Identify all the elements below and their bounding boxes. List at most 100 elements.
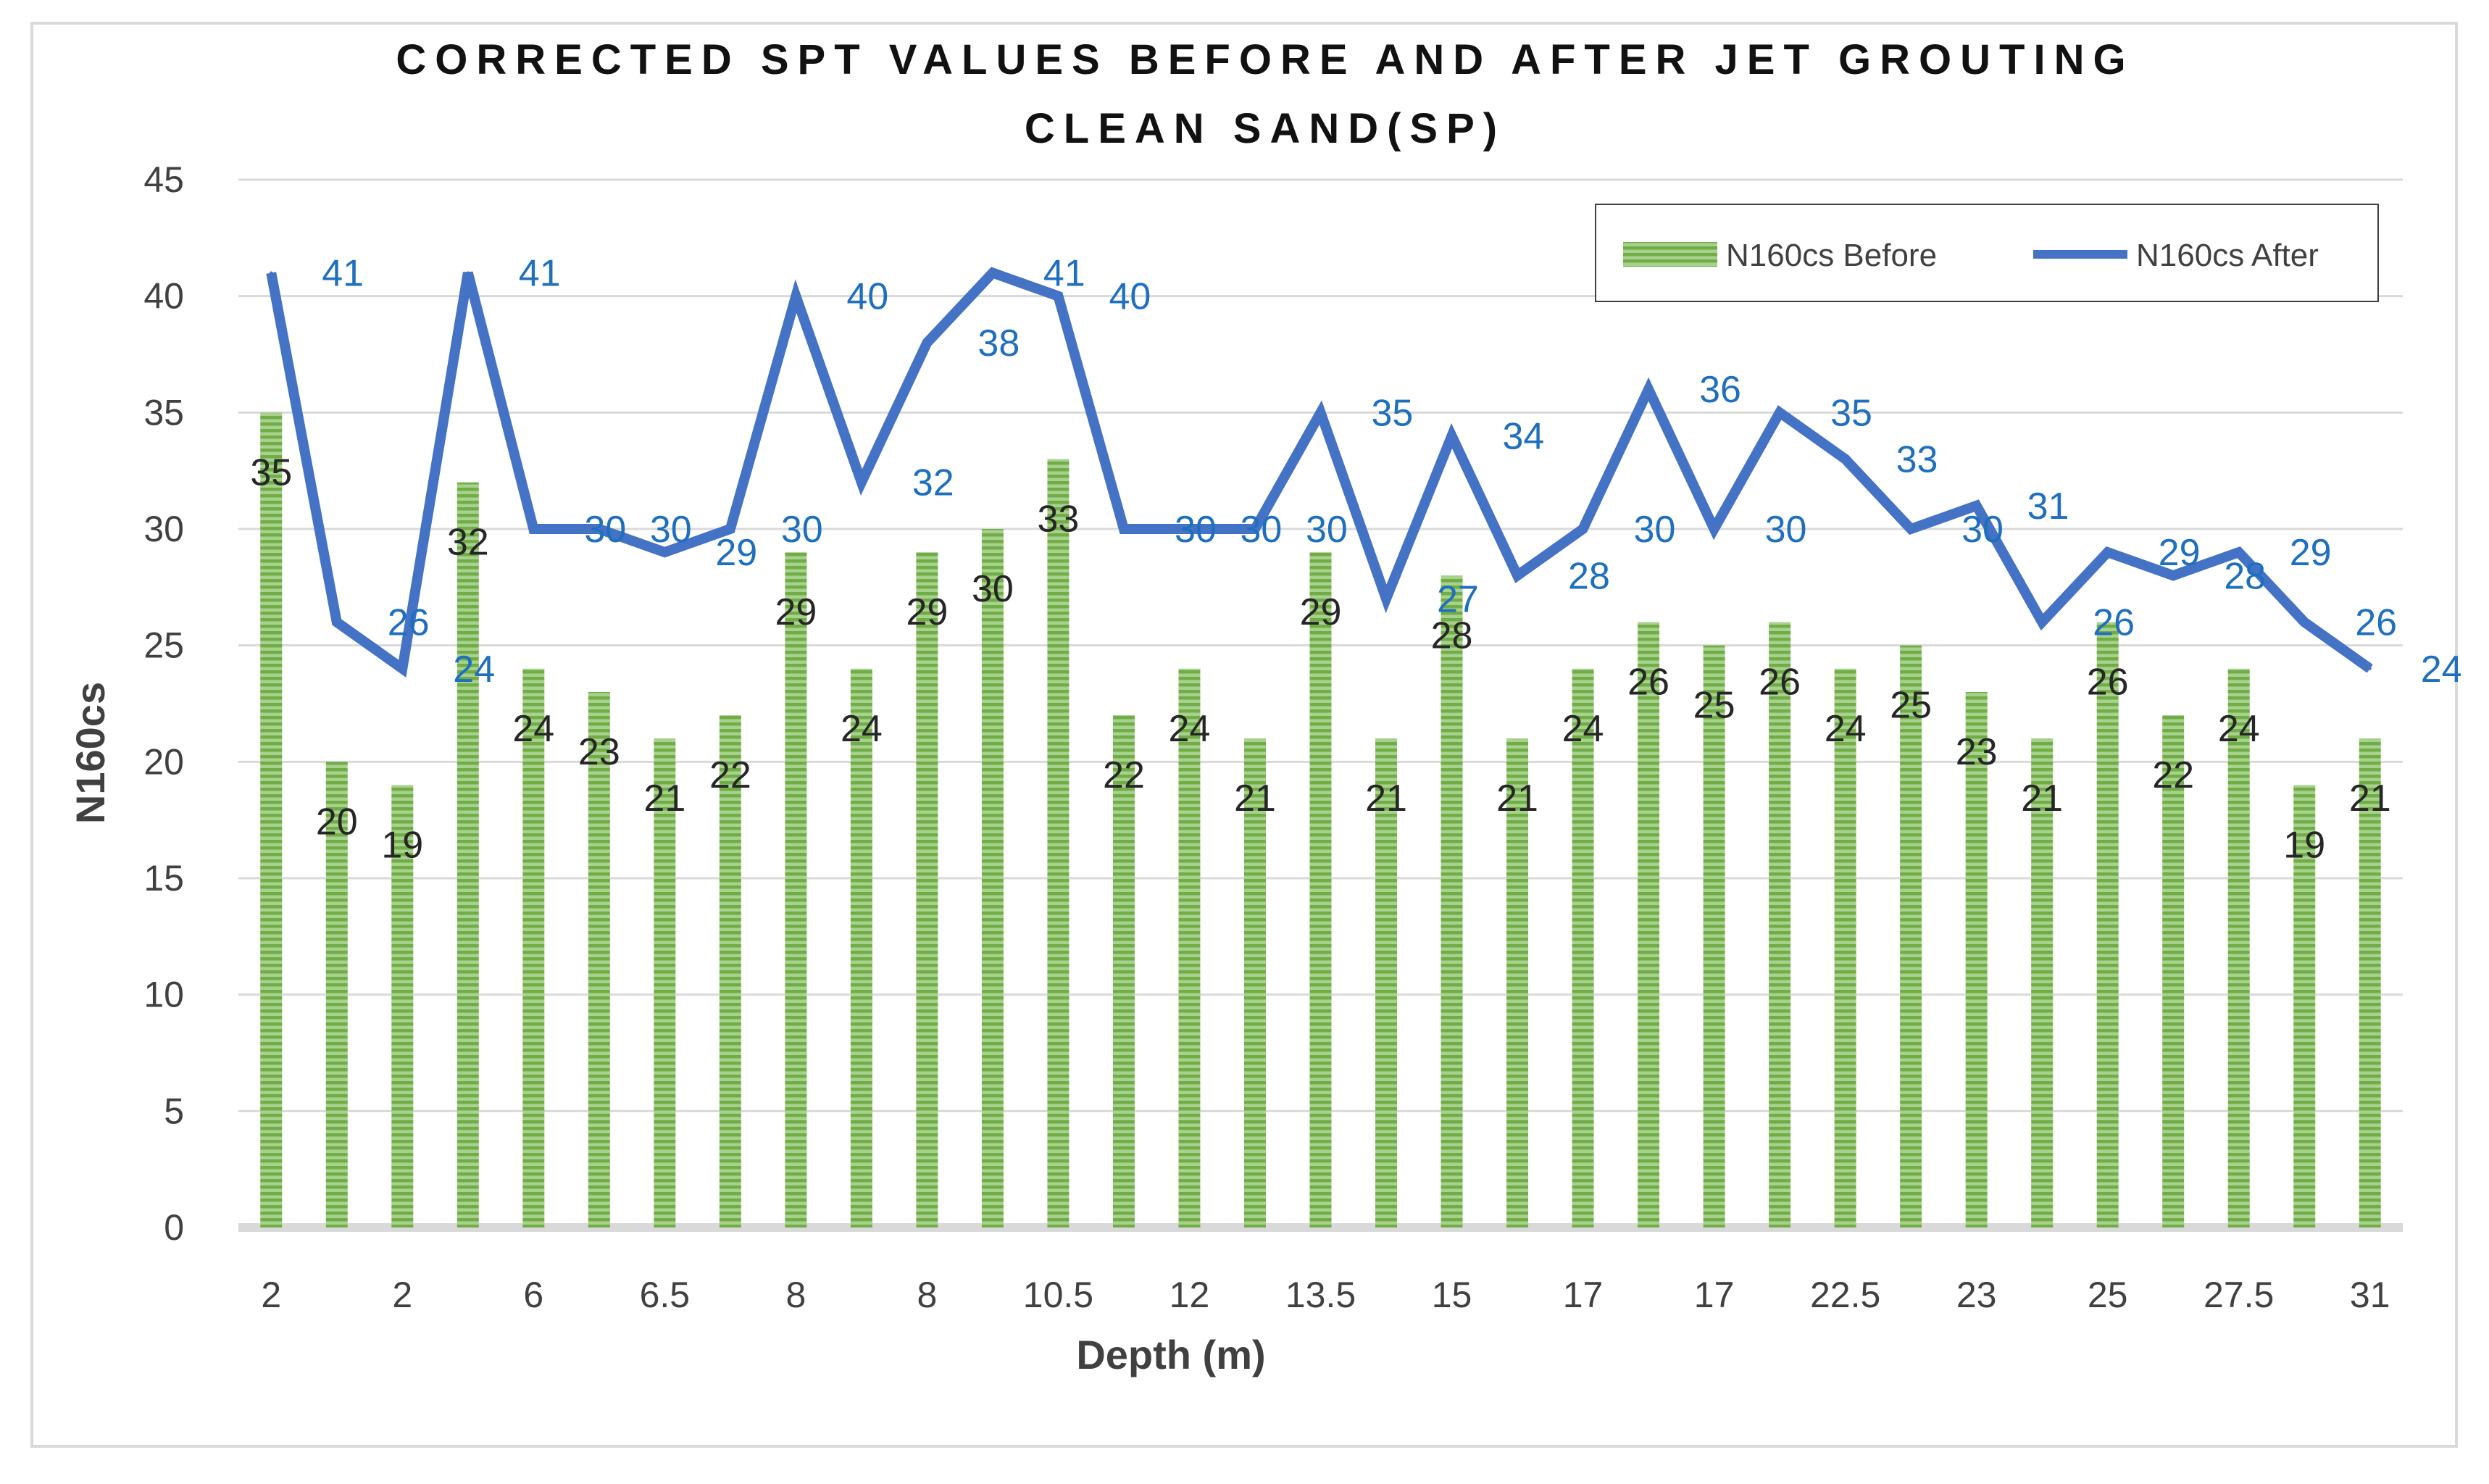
after-data-label: 29 xyxy=(2159,532,2201,574)
before-bar xyxy=(456,482,479,1227)
before-bar xyxy=(1506,738,1529,1227)
y-tick-label: 25 xyxy=(143,625,184,666)
before-data-label: 24 xyxy=(1169,708,1211,750)
before-data-label: 21 xyxy=(2021,778,2063,820)
after-data-label: 26 xyxy=(388,602,430,644)
after-data-label: 40 xyxy=(846,276,888,318)
after-point xyxy=(2172,574,2175,578)
after-point xyxy=(1385,597,1388,601)
before-bar xyxy=(2031,738,2054,1227)
after-data-label: 29 xyxy=(715,532,757,574)
chart-subtitle: CLEAN SAND(SP) xyxy=(1025,105,1506,152)
before-bar xyxy=(588,691,610,1227)
after-point xyxy=(1056,294,1060,298)
after-point xyxy=(728,528,732,530)
before-bar xyxy=(850,668,872,1227)
after-data-label: 32 xyxy=(912,462,954,504)
after-point xyxy=(335,620,338,624)
y-tick-label: 20 xyxy=(143,741,184,782)
after-point xyxy=(401,667,404,670)
after-point xyxy=(2106,551,2109,554)
before-data-label: 21 xyxy=(1496,778,1538,820)
before-bar xyxy=(2293,785,2316,1227)
before-bar xyxy=(1178,668,1201,1227)
before-data-label: 25 xyxy=(1890,685,1932,727)
after-point xyxy=(1450,434,1454,438)
before-bar xyxy=(1965,691,1988,1227)
before-bar xyxy=(325,762,348,1227)
x-tick-label: 17 xyxy=(1694,1275,1735,1315)
after-point xyxy=(1581,528,1585,530)
after-point xyxy=(859,480,863,484)
x-tick-label: 15 xyxy=(1432,1275,1472,1315)
x-tick-label: 6 xyxy=(523,1275,543,1315)
before-bar xyxy=(1703,645,1725,1227)
before-bar xyxy=(1834,668,1856,1227)
before-data-label: 24 xyxy=(512,708,554,750)
after-data-label: 34 xyxy=(1503,415,1545,457)
after-data-label: 28 xyxy=(1568,555,1610,597)
before-data-label: 24 xyxy=(841,708,883,750)
before-bar xyxy=(1309,552,1332,1227)
before-bar xyxy=(260,412,283,1228)
after-data-label: 29 xyxy=(2290,532,2332,574)
after-point xyxy=(1778,411,1782,414)
after-data-label: 26 xyxy=(2093,602,2135,644)
before-data-label: 23 xyxy=(578,731,620,773)
before-data-label: 21 xyxy=(2349,778,2391,820)
after-data-label: 41 xyxy=(519,253,561,295)
after-point xyxy=(925,341,929,344)
y-tick-label: 40 xyxy=(143,276,184,317)
before-bar xyxy=(1441,575,1463,1227)
before-data-label: 29 xyxy=(906,591,948,633)
x-tick-label: 13.5 xyxy=(1285,1275,1356,1315)
legend-label-before: N160cs Before xyxy=(1726,238,1937,273)
after-point xyxy=(597,528,601,530)
before-data-label: 24 xyxy=(1825,708,1867,750)
x-tick-label: 2 xyxy=(392,1275,412,1315)
after-point xyxy=(991,271,994,275)
after-data-label: 30 xyxy=(1306,509,1348,551)
chart-title: CORRECTED SPT VALUES BEFORE AND AFTER JE… xyxy=(396,36,2134,83)
before-bar xyxy=(2096,622,2119,1227)
chart-frame: CORRECTED SPT VALUES BEFORE AND AFTER JE… xyxy=(30,22,2461,1448)
after-data-label: 27 xyxy=(1437,578,1479,620)
before-data-label: 21 xyxy=(1234,778,1276,820)
x-tick-label: 31 xyxy=(2350,1275,2390,1315)
after-point xyxy=(1647,388,1651,391)
after-data-label: 30 xyxy=(1961,509,2004,551)
before-data-label: 26 xyxy=(1759,662,1801,704)
y-tick-label: 15 xyxy=(143,858,184,899)
after-data-label: 30 xyxy=(1765,509,1807,551)
after-point xyxy=(2303,620,2306,624)
after-data-label: 35 xyxy=(1830,392,1872,434)
after-point xyxy=(1122,528,1125,530)
y-tick-label: 5 xyxy=(164,1091,184,1131)
x-tick-label: 12 xyxy=(1170,1275,1210,1315)
after-point xyxy=(532,528,535,530)
after-data-label: 30 xyxy=(584,509,626,551)
y-tick-label: 30 xyxy=(143,509,184,549)
before-bar xyxy=(916,552,938,1227)
before-data-label: 24 xyxy=(2218,708,2260,750)
before-data-label: 19 xyxy=(2283,824,2325,866)
after-point xyxy=(1712,528,1716,530)
before-data-label: 21 xyxy=(1365,778,1407,820)
x-tick-label: 8 xyxy=(785,1275,806,1315)
before-bar xyxy=(1243,738,1266,1227)
before-data-label: 25 xyxy=(1693,685,1735,727)
after-data-label: 24 xyxy=(2421,649,2461,691)
before-data-label: 22 xyxy=(709,754,751,796)
y-axis-ticks: 0 5 10 15 20 25 30 35 40 45 xyxy=(143,159,184,1248)
before-bar xyxy=(2359,738,2381,1227)
before-bar xyxy=(1047,459,1070,1227)
before-bar xyxy=(1769,622,1791,1227)
after-point xyxy=(2368,667,2372,670)
after-point xyxy=(2237,551,2240,554)
after-point xyxy=(1975,504,1978,507)
before-data-label: 23 xyxy=(1956,731,1998,773)
after-point xyxy=(1843,457,1847,461)
x-tick-label: 27.5 xyxy=(2204,1275,2274,1315)
before-data-label: 20 xyxy=(316,801,358,843)
x-axis-title: Depth (m) xyxy=(1076,1332,1265,1377)
